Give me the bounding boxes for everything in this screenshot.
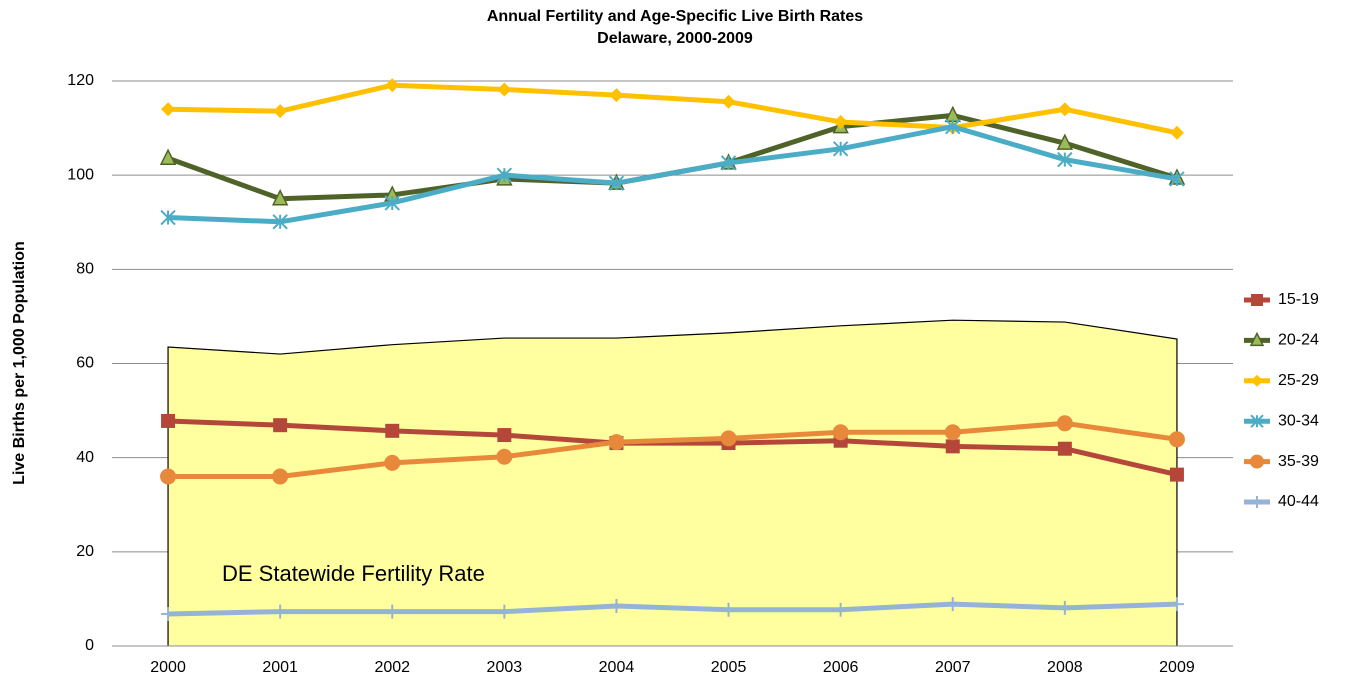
marker bbox=[1056, 133, 1074, 150]
x-tick-label: 2003 bbox=[487, 659, 523, 676]
marker bbox=[385, 604, 400, 619]
marker bbox=[497, 82, 512, 97]
marker bbox=[496, 448, 513, 465]
x-tick-label: 2004 bbox=[599, 659, 635, 676]
marker bbox=[832, 424, 849, 441]
marker bbox=[1056, 415, 1073, 432]
marker bbox=[159, 148, 177, 165]
marker bbox=[609, 598, 624, 613]
legend-label: 35-39 bbox=[1278, 453, 1319, 470]
marker bbox=[385, 423, 400, 438]
marker bbox=[1057, 441, 1072, 456]
legend-label: 40-44 bbox=[1278, 493, 1319, 510]
x-tick-label: 2007 bbox=[935, 659, 971, 676]
marker bbox=[608, 434, 625, 451]
marker bbox=[384, 454, 401, 471]
marker bbox=[944, 424, 961, 441]
marker bbox=[721, 602, 736, 617]
marker bbox=[945, 439, 960, 454]
marker bbox=[945, 597, 960, 612]
fertility-area-outline bbox=[167, 319, 1178, 646]
marker bbox=[271, 189, 289, 206]
x-tick-label: 2005 bbox=[711, 659, 747, 676]
marker bbox=[497, 604, 512, 619]
series-line bbox=[168, 420, 1178, 479]
marker bbox=[273, 104, 288, 119]
marker bbox=[945, 118, 961, 135]
marker bbox=[497, 428, 512, 443]
x-tick-label: 2008 bbox=[1047, 659, 1083, 676]
marker bbox=[833, 114, 848, 129]
x-tick-label: 2000 bbox=[150, 659, 186, 676]
marker bbox=[720, 155, 737, 171]
fertility-area bbox=[168, 320, 1177, 646]
chart-title: Annual Fertility and Age-Specific Live B… bbox=[487, 8, 863, 25]
marker bbox=[384, 195, 400, 211]
x-tick-label: 2001 bbox=[262, 659, 298, 676]
y-tick-label: 100 bbox=[67, 166, 94, 183]
marker bbox=[1250, 454, 1264, 469]
x-tick-label: 2002 bbox=[374, 659, 410, 676]
marker bbox=[832, 141, 849, 157]
marker bbox=[161, 606, 176, 621]
y-tick-label: 0 bbox=[85, 637, 94, 654]
marker bbox=[160, 209, 176, 226]
marker bbox=[161, 413, 176, 428]
x-tick-label: 2006 bbox=[823, 659, 859, 676]
marker bbox=[272, 214, 288, 230]
marker bbox=[1169, 171, 1185, 187]
y-tick-label: 80 bbox=[76, 261, 94, 278]
legend-label: 30-34 bbox=[1278, 412, 1319, 429]
marker bbox=[161, 102, 176, 117]
marker bbox=[160, 468, 177, 485]
area-label: DE Statewide Fertility Rate bbox=[222, 561, 485, 586]
y-tick-label: 60 bbox=[76, 355, 94, 372]
marker bbox=[385, 78, 400, 93]
marker bbox=[1057, 102, 1072, 117]
marker bbox=[1251, 294, 1263, 306]
marker bbox=[272, 468, 289, 485]
series-line bbox=[167, 601, 1178, 617]
y-tick-label: 40 bbox=[76, 449, 94, 466]
marker bbox=[1251, 374, 1263, 387]
marker bbox=[273, 604, 288, 619]
marker bbox=[833, 602, 848, 617]
marker bbox=[1169, 125, 1184, 140]
series-line bbox=[168, 82, 1178, 136]
marker bbox=[1169, 467, 1184, 482]
legend-label: 20-24 bbox=[1278, 332, 1319, 349]
marker bbox=[1251, 496, 1263, 508]
marker bbox=[721, 94, 736, 109]
marker bbox=[1169, 597, 1184, 612]
x-tick-label: 2009 bbox=[1159, 659, 1195, 676]
marker bbox=[1249, 331, 1265, 347]
series-line bbox=[167, 112, 1178, 202]
marker bbox=[1057, 151, 1073, 168]
legend-label: 15-19 bbox=[1278, 291, 1319, 308]
y-tick-label: 120 bbox=[67, 72, 94, 89]
marker bbox=[1168, 431, 1185, 448]
y-tick-label: 20 bbox=[76, 543, 94, 560]
marker bbox=[609, 88, 624, 103]
marker bbox=[720, 430, 737, 447]
marker bbox=[1250, 414, 1264, 428]
series-line bbox=[167, 418, 1178, 478]
marker bbox=[496, 167, 513, 183]
marker bbox=[1057, 600, 1072, 615]
legend-label: 25-29 bbox=[1278, 372, 1319, 389]
marker bbox=[273, 418, 288, 433]
chart-subtitle: Delaware, 2000-2009 bbox=[597, 30, 753, 47]
marker bbox=[608, 175, 625, 191]
series-line bbox=[167, 124, 1178, 225]
y-axis-label: Live Births per 1,000 Population bbox=[11, 241, 28, 485]
